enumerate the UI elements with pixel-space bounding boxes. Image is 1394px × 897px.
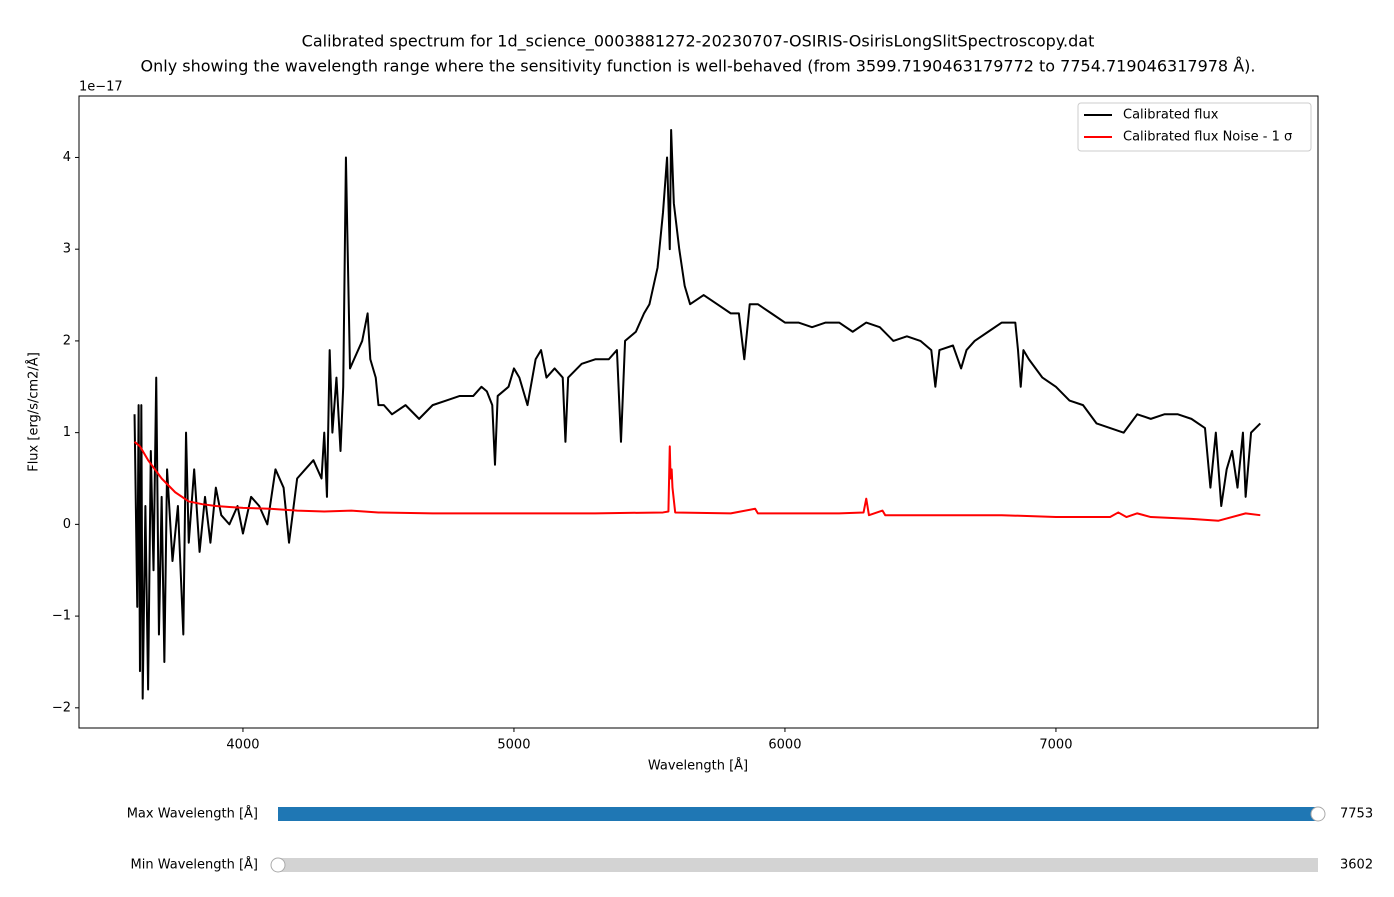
chart-subtitle: Only showing the wavelength range where … [141,57,1256,76]
y-tick-label: 3 [63,242,71,257]
data-line [133,128,1261,700]
slider-track [278,858,1318,872]
slider-label: Min Wavelength [Å] [131,857,259,873]
x-tick-label: 7000 [1039,738,1072,753]
y-tick-label: 2 [63,333,71,348]
legend-box [1077,102,1312,152]
x-tick-label: 5000 [497,738,530,753]
y-tick-label: 4 [63,150,71,165]
slider-handle[interactable] [1310,806,1326,822]
y-offset-label: 1e−17 [79,80,123,95]
data-line [133,441,1261,522]
legend-label: Calibrated flux Noise - 1 σ [1123,130,1292,145]
x-tick-label: 6000 [768,738,801,753]
y-tick-label: −2 [52,700,71,715]
x-tick-label: 4000 [226,738,259,753]
y-tick-label: 0 [63,517,71,532]
x-axis-label: Wavelength [Å] [648,758,748,774]
y-axis-label: Flux [erg/s/cm2/Å] [26,352,42,472]
slider-label: Max Wavelength [Å] [127,806,258,822]
slider-fill [278,807,1318,821]
y-tick-label: 1 [63,425,71,440]
chart-title: Calibrated spectrum for 1d_science_00038… [302,32,1095,52]
slider-value: 7753 [1340,807,1373,822]
slider-value: 3602 [1340,858,1373,873]
legend-label: Calibrated flux [1123,108,1219,123]
plot-frame [78,95,1319,729]
slider-handle[interactable] [270,857,286,873]
y-tick-label: −1 [52,609,71,624]
